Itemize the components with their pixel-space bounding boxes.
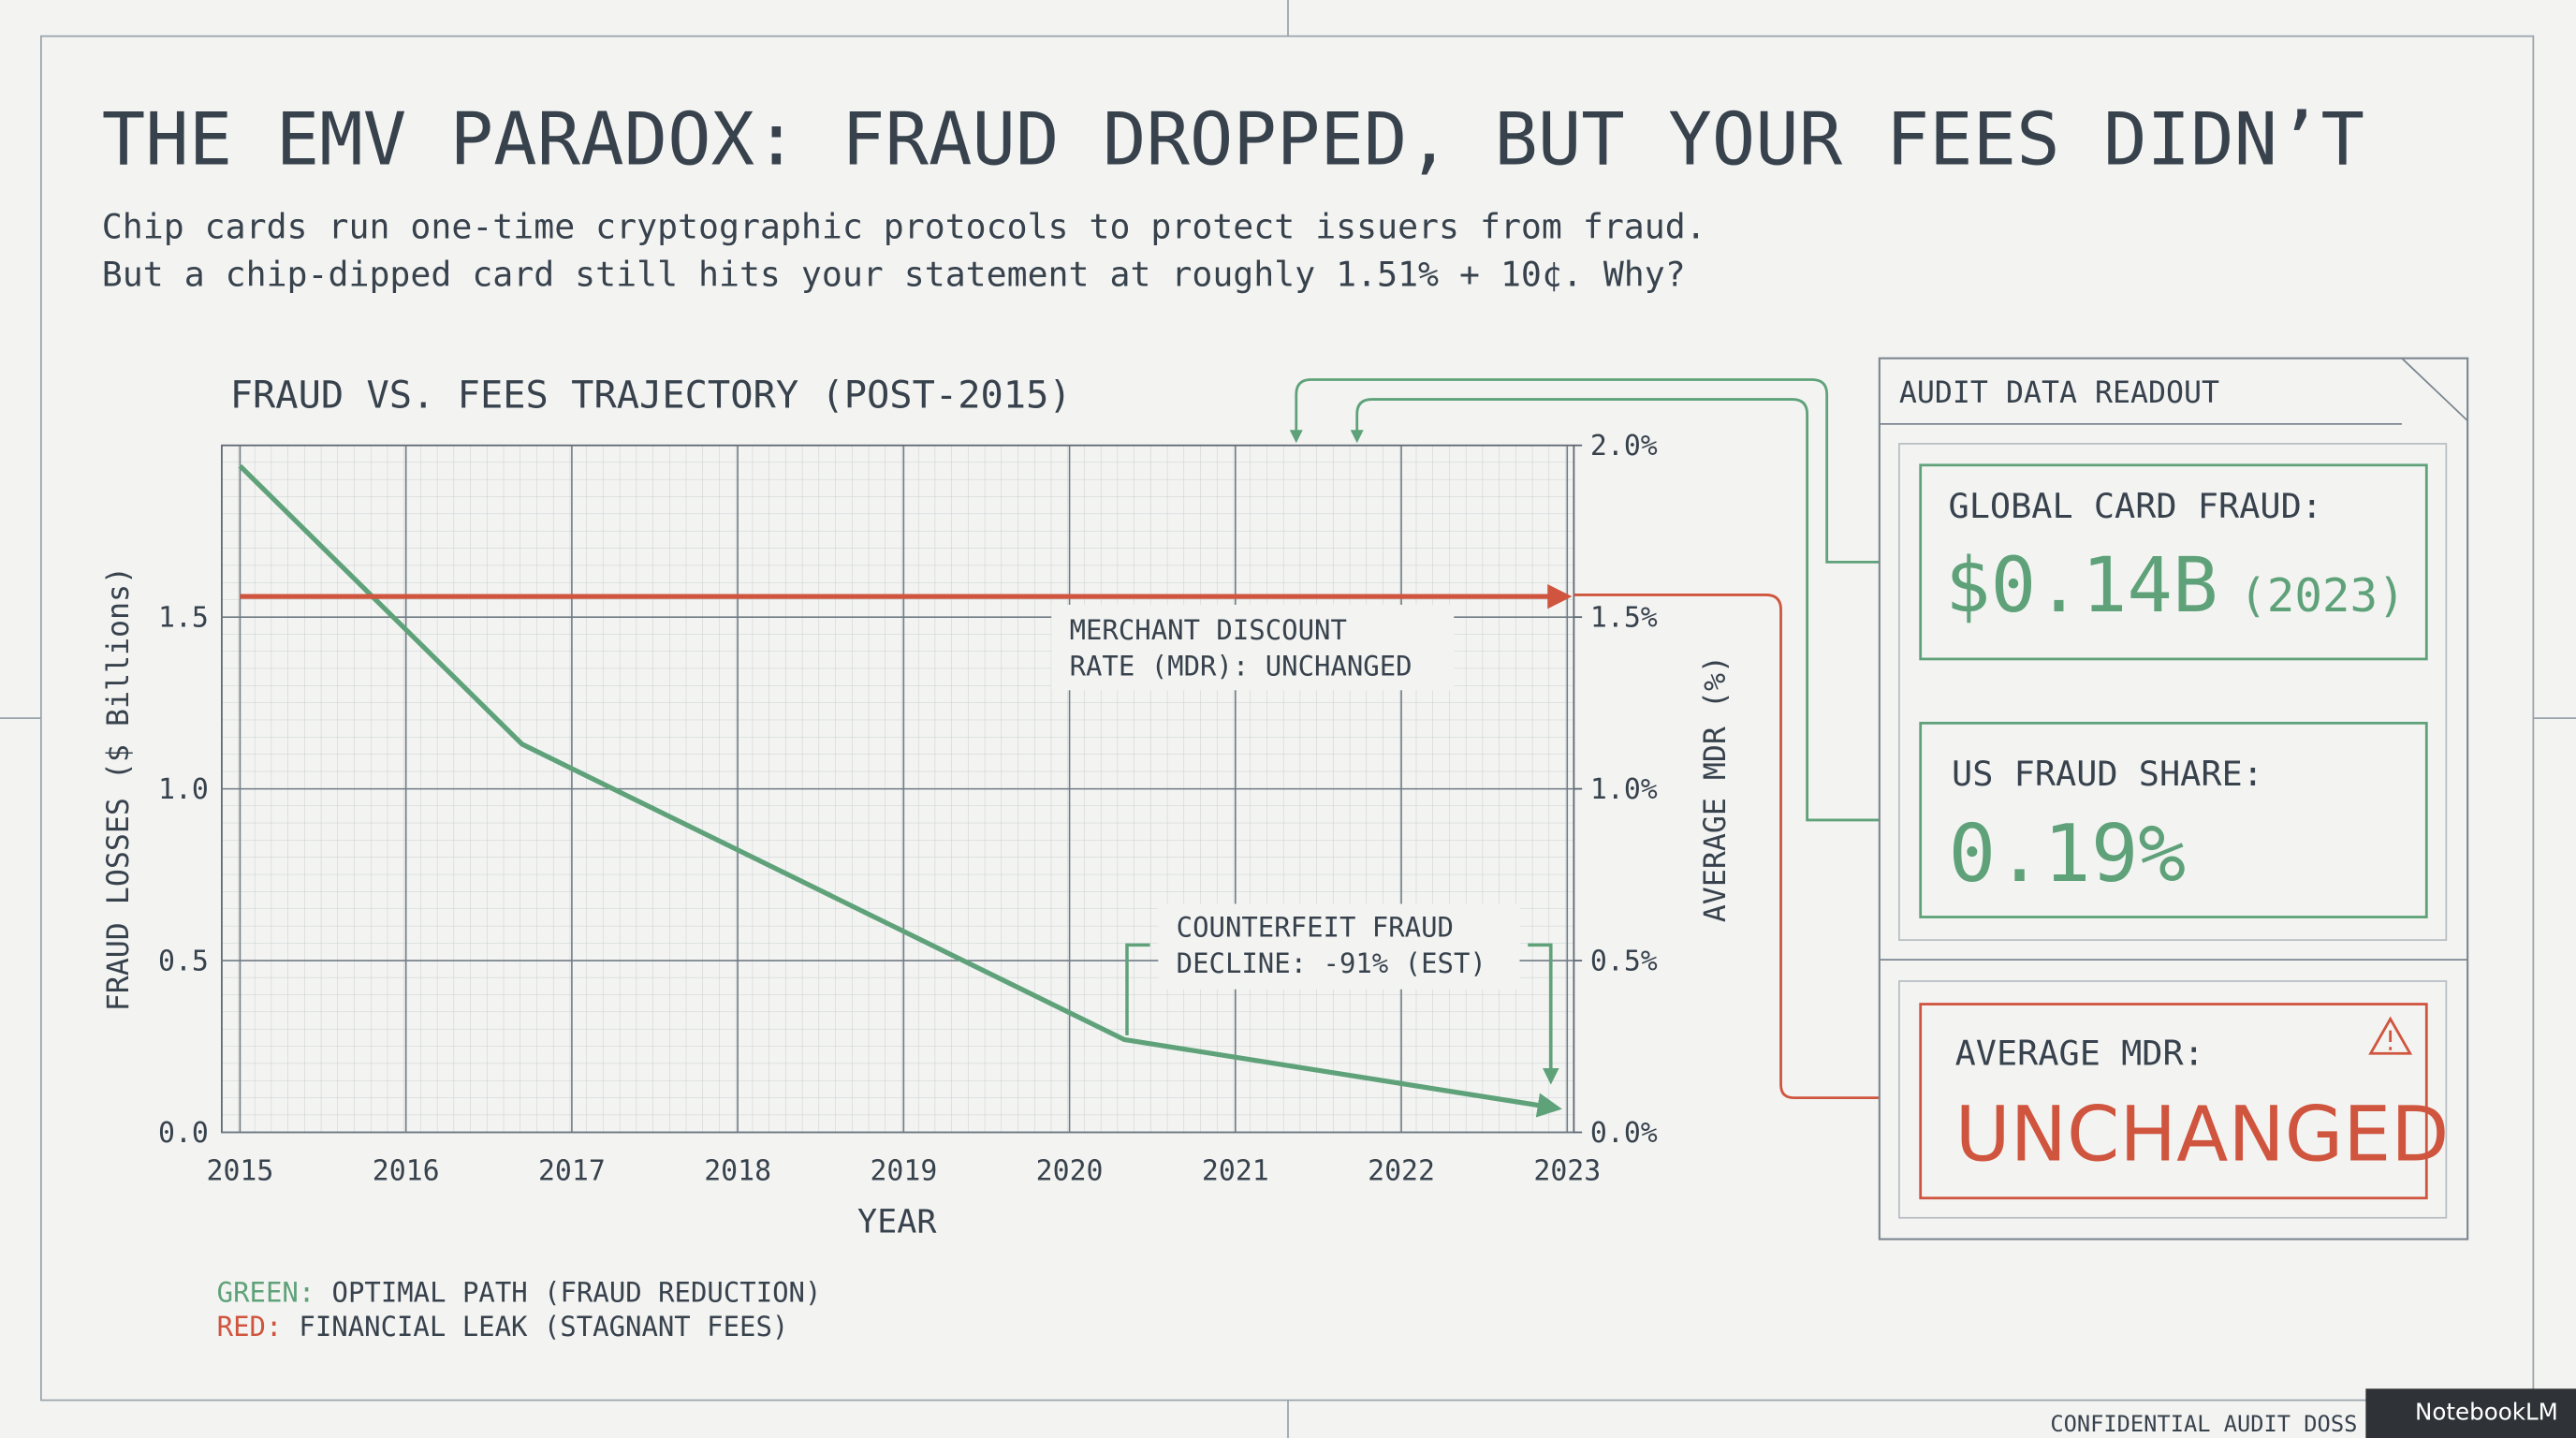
subtitle: Chip cards run one-time cryptographic pr… <box>102 207 1706 247</box>
bracket <box>1125 943 1551 1081</box>
annotation-text: DECLINE: -91% (EST) <box>1177 947 1486 979</box>
panel-heading: AUDIT DATA READOUT <box>1899 376 2219 410</box>
y2-tick-label: 1.5% <box>1590 602 1658 635</box>
card-label: US FRAUD SHARE: <box>1952 754 2263 794</box>
readout-panel: AUDIT DATA READOUT GLOBAL CARD FRAUD: $0… <box>1878 357 2469 1240</box>
y-tick-label: 1.0 <box>158 773 209 806</box>
series-line <box>238 463 1562 1118</box>
annotation-text: MERCHANT DISCOUNT <box>1070 614 1347 646</box>
y2-tick-label: 2.0% <box>1590 430 1658 462</box>
y2-tick-label: 1.0% <box>1590 773 1658 806</box>
x-tick-label: 2016 <box>373 1154 440 1187</box>
annotation-bg <box>1158 903 1520 990</box>
y-tick-label: 1.5 <box>158 602 209 635</box>
x-tick-label: 2022 <box>1368 1154 1435 1187</box>
card-note: (2023) <box>2239 568 2405 623</box>
annotation: MERCHANT DISCOUNT RATE (MDR): UNCHANGED <box>1051 604 1455 691</box>
footer-text: CONFIDENTIAL AUDIT DOSS <box>2050 1411 2357 1437</box>
legend: GREEN: OPTIMAL PATH (FRAUD REDUCTION) RE… <box>217 1276 822 1343</box>
y-tick-label: 0.0 <box>158 1117 209 1150</box>
annotation: COUNTERFEIT FRAUD DECLINE: -91% (EST) <box>1125 903 1551 1081</box>
card-value: UNCHANGED <box>1955 1091 2450 1179</box>
subtitle: But a chip-dipped card still hits your s… <box>102 254 1686 294</box>
y2-axis-label: AVERAGE MDR (%) <box>1699 655 1733 922</box>
x-tick-label: 2017 <box>538 1154 606 1187</box>
warning-icon <box>2368 1016 2413 1055</box>
x-tick-label: 2021 <box>1202 1154 1269 1187</box>
chart-title: FRAUD VS. FEES TRAJECTORY (POST-2015) <box>230 373 1072 417</box>
x-tick-label: 2023 <box>1533 1154 1601 1187</box>
legend-key: RED: <box>217 1311 283 1343</box>
y-tick-label: 0.5 <box>158 946 209 978</box>
card-label: AVERAGE MDR: <box>1955 1034 2204 1074</box>
y-axis-label: FRAUD LOSSES ($ Billions) <box>102 566 136 1011</box>
card-label: GLOBAL CARD FRAUD: <box>1949 486 2322 526</box>
brand: NotebookLM <box>2415 1399 2558 1426</box>
x-tick-label: 2015 <box>207 1154 274 1187</box>
legend-text: FINANCIAL LEAK (STAGNANT FEES) <box>299 1311 788 1343</box>
x-tick-label: 2020 <box>1036 1154 1104 1187</box>
y2-tick-label: 0.0% <box>1590 1117 1658 1150</box>
y2-tick-label: 0.5% <box>1590 946 1658 978</box>
annotation-bg <box>1051 604 1455 691</box>
annotation-text: RATE (MDR): UNCHANGED <box>1070 650 1412 682</box>
brand-badge <box>2365 1388 2576 1438</box>
title: THE EMV PARADOX: FRAUD DROPPED, BUT YOUR… <box>102 98 2364 183</box>
x-axis-label: YEAR <box>857 1203 937 1241</box>
card-value: $0.14B <box>1945 542 2218 630</box>
x-tick-label: 2018 <box>704 1154 771 1187</box>
annotation-text: COUNTERFEIT FRAUD <box>1177 912 1454 944</box>
legend-text: OPTIMAL PATH (FRAUD REDUCTION) <box>332 1276 822 1308</box>
legend-key: GREEN: <box>217 1276 315 1308</box>
card-value: 0.19% <box>1949 808 2187 900</box>
x-tick-label: 2019 <box>870 1154 937 1187</box>
